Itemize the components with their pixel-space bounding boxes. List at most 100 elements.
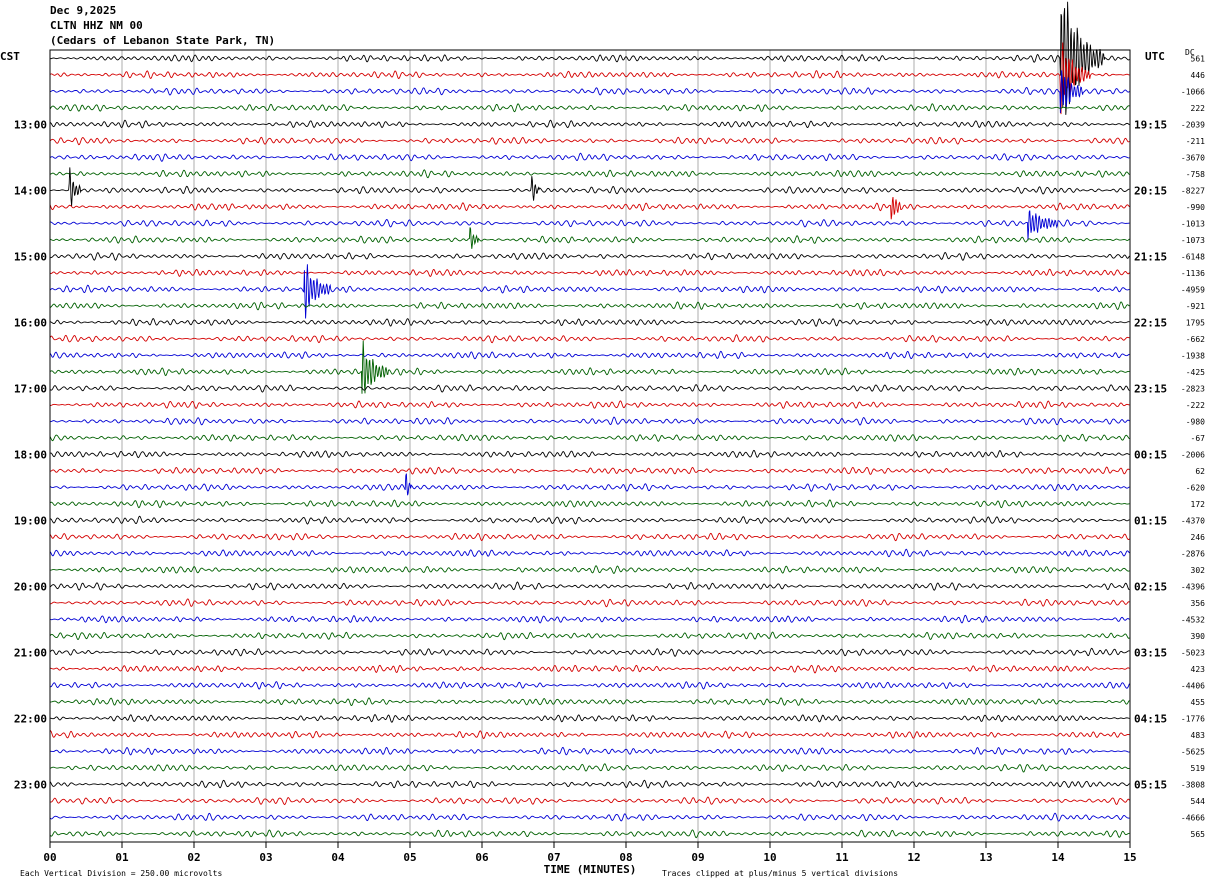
cst-hour-label: 16:00 <box>14 316 47 329</box>
x-tick-label: 08 <box>619 851 632 864</box>
seismic-trace <box>49 466 1130 475</box>
dc-offset-label: 246 <box>1191 533 1206 542</box>
cst-hour-label: 19:00 <box>14 514 47 527</box>
dc-offset-label: -4396 <box>1181 582 1205 591</box>
seismic-trace <box>49 103 1130 113</box>
station-channel: CLTN HHZ NM 00 <box>50 19 143 32</box>
dc-offset-label: 519 <box>1191 764 1206 773</box>
seismic-trace <box>49 796 1130 806</box>
dc-offset-label: 483 <box>1191 731 1206 740</box>
dc-offset-label: 356 <box>1191 599 1206 608</box>
dc-offset-label: 172 <box>1191 500 1206 509</box>
x-tick-label: 14 <box>1051 851 1065 864</box>
x-tick-label: 03 <box>259 851 272 864</box>
dc-offset-label: -990 <box>1186 203 1205 212</box>
seismic-trace <box>49 1 1130 115</box>
dc-offset-label: -758 <box>1186 170 1205 179</box>
seismic-trace <box>49 499 1130 509</box>
seismic-trace <box>49 730 1130 740</box>
dc-offset-label: -980 <box>1186 417 1205 426</box>
minute-grid <box>49 50 1131 848</box>
dc-offset-label: -2039 <box>1181 120 1205 129</box>
seismic-trace <box>49 449 1130 459</box>
dc-offset-label: -4370 <box>1181 516 1205 525</box>
seismic-trace <box>49 210 1130 241</box>
cst-hour-label: 18:00 <box>14 448 47 461</box>
seismic-trace <box>49 779 1130 789</box>
seismic-trace <box>49 301 1130 311</box>
seismic-trace <box>49 251 1130 261</box>
dc-offset-label: 565 <box>1191 830 1206 839</box>
utc-hour-label: 21:15 <box>1134 250 1167 263</box>
seismic-trace <box>49 42 1130 115</box>
cst-hour-label: 20:00 <box>14 580 47 593</box>
footer-scale-note: Each Vertical Division = 250.00 microvol… <box>20 869 222 878</box>
dc-offset-label: 302 <box>1191 566 1206 575</box>
dc-offset-label: -662 <box>1186 335 1205 344</box>
dc-offset-label: 390 <box>1191 632 1206 641</box>
cst-hour-label: 13:00 <box>14 118 47 131</box>
seismic-trace <box>49 136 1130 146</box>
seismic-trace <box>49 400 1130 409</box>
dc-offset-label: -4959 <box>1181 285 1205 294</box>
footer-clip-note: Traces clipped at plus/minus 5 vertical … <box>662 869 898 878</box>
utc-hour-label: 00:15 <box>1134 448 1167 461</box>
x-tick-label: 00 <box>43 851 56 864</box>
utc-hour-label: 04:15 <box>1134 712 1167 725</box>
cst-hour-label: 23:00 <box>14 778 47 791</box>
dc-offset-label: -5625 <box>1181 747 1205 756</box>
seismic-trace <box>49 152 1130 162</box>
dc-offset-label: -1938 <box>1181 351 1205 360</box>
seismic-trace <box>49 350 1130 360</box>
seismic-trace <box>49 763 1130 773</box>
seismic-trace <box>49 681 1130 690</box>
utc-hour-label: 22:15 <box>1134 316 1167 329</box>
dc-offset-label: -3808 <box>1181 780 1205 789</box>
dc-offset-label: -1066 <box>1181 87 1205 96</box>
utc-hour-label: 02:15 <box>1134 580 1167 593</box>
seismic-trace <box>49 70 1130 113</box>
utc-hour-label: 19:15 <box>1134 118 1167 131</box>
seismic-trace <box>49 340 1130 394</box>
seismic-trace <box>49 334 1130 344</box>
dc-offset-label: -921 <box>1186 302 1205 311</box>
seismic-trace <box>49 746 1130 756</box>
dc-offset-label: 62 <box>1195 467 1205 476</box>
x-tick-label: 15 <box>1123 851 1136 864</box>
seismic-trace <box>49 384 1130 393</box>
seismic-trace <box>49 227 1130 249</box>
seismic-trace <box>49 812 1130 822</box>
label-group: 00 01 02 03 04 05 06 07 08 09 10 11 12 13 14 15 TIME (MI… <box>0 48 1205 878</box>
dc-offset-label: -425 <box>1186 368 1205 377</box>
seismic-trace <box>49 714 1130 723</box>
seismic-trace <box>49 196 1130 220</box>
seismic-trace <box>49 515 1130 525</box>
dc-offset-label: -4666 <box>1181 813 1205 822</box>
seismic-trace <box>49 268 1130 278</box>
dc-offset-label: -4532 <box>1181 615 1205 624</box>
cst-hour-label: 21:00 <box>14 646 47 659</box>
dc-offset-label: -1073 <box>1181 236 1205 245</box>
seismic-trace <box>49 829 1130 839</box>
seismic-trace <box>49 264 1130 319</box>
seismic-trace <box>49 581 1130 591</box>
dc-offset-label: -3670 <box>1181 153 1205 162</box>
x-tick-label: 04 <box>331 851 345 864</box>
dc-offset-label: -211 <box>1186 137 1205 146</box>
cst-hour-label: 14:00 <box>14 184 47 197</box>
plot-frame <box>49 49 1131 843</box>
seismic-trace <box>49 416 1130 426</box>
dc-offset-label: -1013 <box>1181 219 1205 228</box>
seismic-trace <box>49 119 1130 129</box>
seismic-trace <box>49 317 1130 327</box>
dc-offset-label: -2823 <box>1181 384 1205 393</box>
seismic-trace <box>49 647 1130 657</box>
x-tick-label: 01 <box>115 851 129 864</box>
x-tick-label: 05 <box>403 851 416 864</box>
dc-offset-label: -67 <box>1191 434 1206 443</box>
dc-offset-label: -4406 <box>1181 681 1205 690</box>
x-tick-label: 02 <box>187 851 200 864</box>
left-timezone-label: CST <box>0 50 20 63</box>
x-tick-label: 09 <box>691 851 704 864</box>
